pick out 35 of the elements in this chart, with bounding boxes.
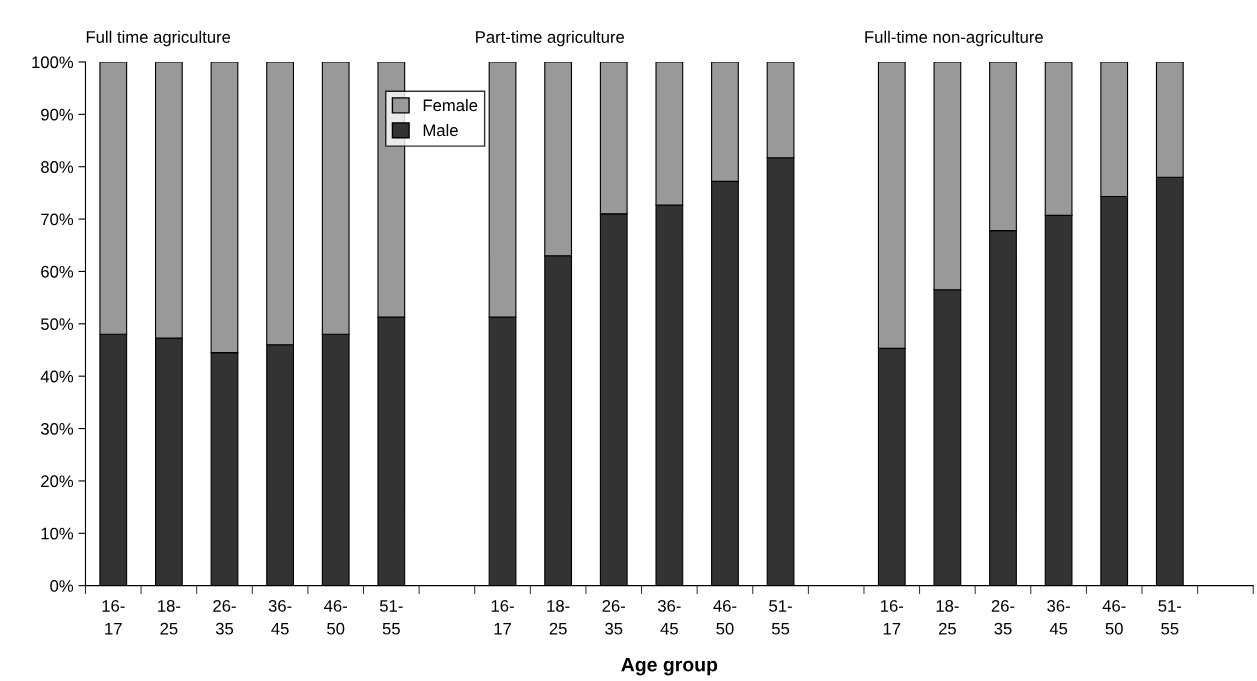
x-tick-label: 16- 17 — [491, 599, 514, 635]
x-tick-label: 18- 25 — [547, 599, 570, 635]
text: Full-time non-agriculture — [865, 30, 1043, 47]
x-tick-label: 16- 17 — [102, 599, 125, 635]
x-tick-label: 18- 25 — [158, 599, 181, 635]
legend-label: Female — [423, 99, 478, 112]
x-tick-label: 46- 50 — [713, 599, 737, 635]
text: Part-time agriculture — [476, 30, 625, 47]
y-tick-label: 10% — [41, 527, 74, 540]
x-tick-label: 36- 45 — [268, 599, 292, 635]
legend-label: Male — [423, 123, 458, 137]
y-tick-label: 0% — [50, 580, 74, 592]
y-tick-label: 70% — [41, 213, 74, 226]
y-tick-label: 80% — [41, 161, 74, 173]
y-tick-label: 100% — [32, 56, 74, 69]
x-tick-label: 46- 50 — [324, 599, 348, 635]
x-tick-label: 51- 55 — [1158, 600, 1182, 635]
x-tick-label: 46- 50 — [1102, 599, 1126, 635]
y-tick-label: 20% — [41, 475, 74, 488]
x-tick-label: 26- 35 — [602, 599, 626, 635]
y-tick-label: 50% — [40, 318, 74, 331]
x-tick-label: 26- 35 — [213, 599, 236, 635]
y-tick-label: 60% — [41, 265, 74, 278]
x-tick-label: 18- 25 — [936, 599, 959, 635]
x-tick-label: 16- 17 — [881, 599, 904, 635]
x-axis-title: Age group — [621, 657, 718, 676]
y-tick-label: 40% — [40, 370, 74, 383]
text: Full time agriculture — [86, 30, 231, 47]
x-tick-label: 51- 55 — [379, 600, 403, 635]
y-tick-label: 90% — [41, 108, 74, 121]
x-tick-label: 51- 55 — [769, 600, 792, 635]
x-tick-label: 26- 35 — [991, 599, 1015, 635]
y-tick-label: 30% — [40, 422, 74, 435]
x-tick-label: 36- 45 — [1047, 599, 1070, 635]
x-tick-label: 36- 45 — [657, 599, 681, 635]
